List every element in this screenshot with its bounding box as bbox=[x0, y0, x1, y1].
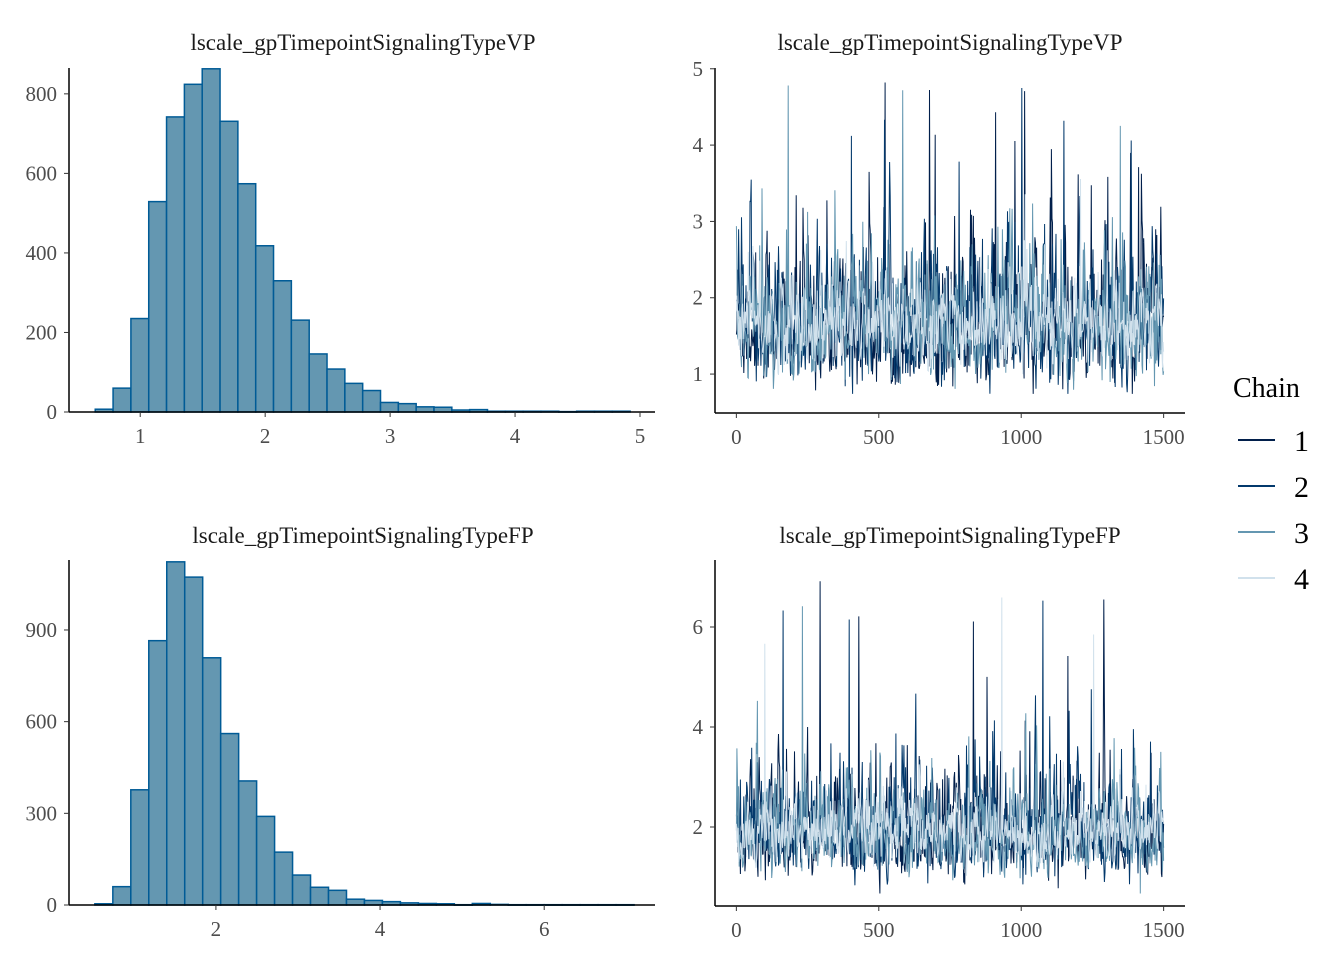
hist-bar bbox=[309, 886, 330, 906]
y-tick-label: 600 bbox=[26, 710, 58, 734]
panel-0: 1 2 3 4 5 0 200 400 600 800 bbox=[26, 68, 655, 448]
legend-title: Chain bbox=[1233, 373, 1300, 404]
trace-chain-4 bbox=[735, 597, 1165, 876]
y-tick-label: 400 bbox=[26, 241, 58, 265]
x-tick-label: 2 bbox=[260, 424, 271, 448]
hist-bar bbox=[255, 815, 276, 906]
hist-bar bbox=[361, 389, 382, 413]
hist-bar bbox=[112, 885, 132, 906]
hist-bar bbox=[291, 874, 312, 906]
y-tick-label: 200 bbox=[26, 320, 58, 344]
x-tick-label: 1 bbox=[135, 424, 146, 448]
hist-bar bbox=[183, 576, 204, 906]
hist-bar bbox=[148, 639, 168, 906]
y-tick-label: 4 bbox=[693, 715, 704, 739]
panel-1: 0 500 1000 1500 1 2 3 4 5 bbox=[693, 57, 1185, 449]
hist-bar bbox=[237, 780, 258, 906]
panel-title-trace-fp: lscale_gpTimepointSignalingTypeFP bbox=[779, 523, 1120, 548]
hist-bar bbox=[165, 116, 186, 413]
legend-label: 3 bbox=[1294, 517, 1309, 550]
hist-bar bbox=[147, 200, 168, 413]
x-tick-label: 500 bbox=[863, 425, 895, 449]
hist-bar bbox=[326, 368, 346, 413]
trace-chain-4 bbox=[735, 178, 1165, 376]
y-tick-label: 6 bbox=[693, 615, 704, 639]
hist-bar bbox=[201, 68, 221, 413]
trace-chain-3 bbox=[735, 85, 1165, 390]
legend: Chain 1 2 3 4 bbox=[1233, 373, 1309, 596]
x-tick-label: 1500 bbox=[1143, 425, 1185, 449]
y-tick-label: 300 bbox=[26, 801, 58, 825]
x-tick-label: 0 bbox=[731, 425, 742, 449]
y-tick-label: 0 bbox=[47, 893, 58, 917]
hist-bar bbox=[272, 280, 293, 413]
x-tick-label: 1000 bbox=[1000, 918, 1042, 942]
y-tick-label: 1 bbox=[693, 362, 704, 386]
y-tick-label: 3 bbox=[693, 209, 704, 233]
x-tick-label: 1000 bbox=[1000, 425, 1042, 449]
hist-bar bbox=[130, 789, 150, 906]
hist-bar bbox=[273, 851, 294, 906]
legend-label: 1 bbox=[1294, 425, 1309, 458]
x-tick-label: 0 bbox=[731, 918, 742, 942]
panel-title-hist-fp: lscale_gpTimepointSignalingTypeFP bbox=[192, 523, 533, 548]
hist-bar bbox=[130, 317, 150, 413]
x-tick-label: 1500 bbox=[1143, 918, 1185, 942]
legend-label: 4 bbox=[1294, 563, 1309, 596]
x-tick-label: 3 bbox=[385, 424, 396, 448]
hist-bar bbox=[219, 732, 240, 906]
x-tick-label: 2 bbox=[211, 917, 222, 941]
x-tick-label: 4 bbox=[375, 917, 386, 941]
hist-bar bbox=[254, 245, 275, 413]
y-tick-label: 0 bbox=[47, 400, 58, 424]
panel-2: 2 4 6 0 300 600 900 bbox=[26, 560, 655, 941]
y-tick-label: 2 bbox=[693, 286, 704, 310]
hist-bar bbox=[308, 353, 328, 413]
x-tick-label: 6 bbox=[539, 917, 550, 941]
hist-bar bbox=[415, 406, 435, 413]
hist-bar bbox=[397, 402, 417, 413]
hist-bar bbox=[290, 319, 310, 413]
y-tick-label: 800 bbox=[26, 82, 58, 106]
hist-bar bbox=[201, 657, 222, 906]
y-tick-label: 5 bbox=[693, 57, 704, 81]
hist-bar bbox=[327, 889, 348, 906]
y-tick-label: 2 bbox=[693, 815, 704, 839]
y-tick-label: 900 bbox=[26, 618, 58, 642]
hist-bar bbox=[219, 120, 239, 413]
panel-3: 0 500 1000 1500 2 4 6 bbox=[693, 560, 1185, 942]
panel-title-trace-vp: lscale_gpTimepointSignalingTypeVP bbox=[777, 30, 1122, 55]
panel-title-hist-vp: lscale_gpTimepointSignalingTypeVP bbox=[190, 30, 535, 55]
hist-bar bbox=[112, 387, 132, 413]
hist-bar bbox=[183, 83, 203, 413]
hist-bar bbox=[165, 561, 186, 906]
hist-bar bbox=[379, 401, 400, 413]
hist-bar bbox=[344, 382, 364, 413]
hist-bar bbox=[237, 182, 257, 413]
hist-bar bbox=[345, 898, 366, 906]
y-tick-label: 4 bbox=[693, 133, 704, 157]
y-tick-label: 600 bbox=[26, 161, 58, 185]
legend-label: 2 bbox=[1294, 471, 1309, 504]
x-tick-label: 500 bbox=[863, 918, 895, 942]
x-tick-label: 5 bbox=[635, 424, 646, 448]
x-tick-label: 4 bbox=[510, 424, 521, 448]
